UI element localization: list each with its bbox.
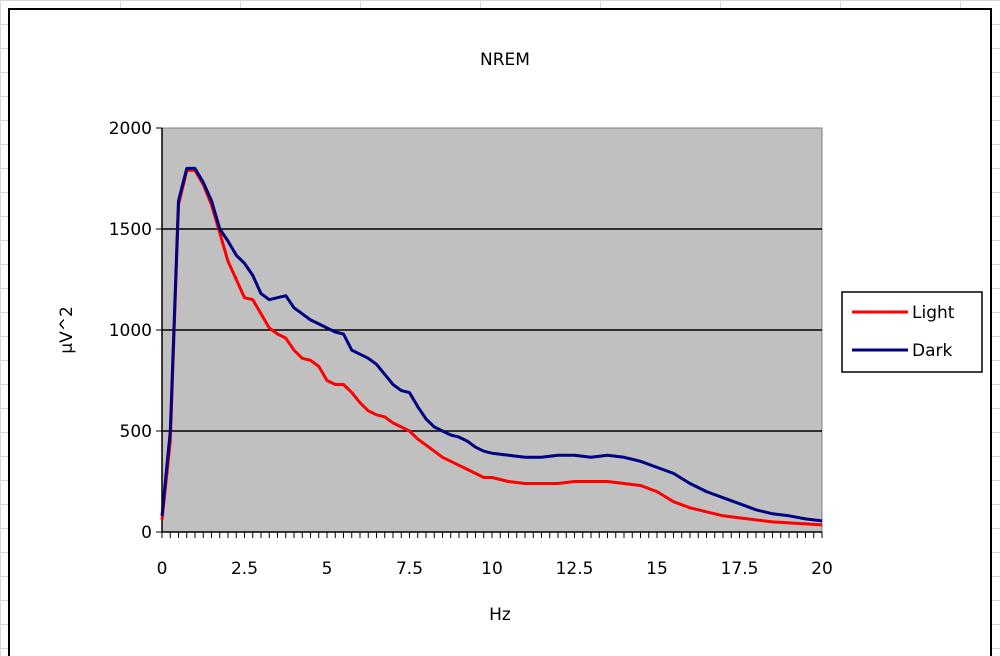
x-tick-label-12.5: 12.5 — [556, 559, 594, 579]
chart-area[interactable]: NREM 0 500 1000 1500 2000 0 2.5 5 7.5 10 12.5 15 17.… — [8, 8, 992, 656]
chart-title: NREM — [480, 50, 530, 70]
x-tick-label-10: 10 — [481, 559, 503, 579]
legend[interactable]: Light Dark — [841, 291, 983, 373]
x-tick-label-2.5: 2.5 — [231, 559, 258, 579]
axes — [156, 127, 823, 538]
x-tick-label-0: 0 — [157, 559, 168, 579]
series-line-dark — [160, 166, 823, 523]
legend-label-dark: Dark — [912, 341, 952, 361]
x-tick-label-7.5: 7.5 — [396, 559, 423, 579]
y-tick-label-1500: 1500 — [109, 220, 152, 240]
chart-svg: NREM 0 500 1000 1500 2000 0 2.5 5 7.5 10 12.5 15 17.… — [57, 50, 983, 625]
y-tick-label-1000: 1000 — [109, 321, 152, 341]
y-tick-label-0: 0 — [141, 523, 152, 543]
tick-labels: 0 500 1000 1500 2000 0 2.5 5 7.5 10 12.5 15 17.5 20 — [109, 119, 833, 579]
x-axis-title: Hz — [489, 605, 511, 625]
x-tick-label-5: 5 — [322, 559, 333, 579]
x-tick-label-17.5: 17.5 — [721, 559, 759, 579]
x-tick-label-15: 15 — [646, 559, 668, 579]
y-tick-label-2000: 2000 — [109, 119, 152, 139]
series-lines — [160, 166, 823, 527]
y-axis-title: μV^2 — [57, 306, 77, 354]
legend-box — [841, 291, 983, 373]
y-tick-label-500: 500 — [120, 422, 152, 442]
legend-label-light: Light — [912, 303, 955, 323]
series-line-light — [160, 168, 823, 527]
x-tick-label-20: 20 — [811, 559, 833, 579]
